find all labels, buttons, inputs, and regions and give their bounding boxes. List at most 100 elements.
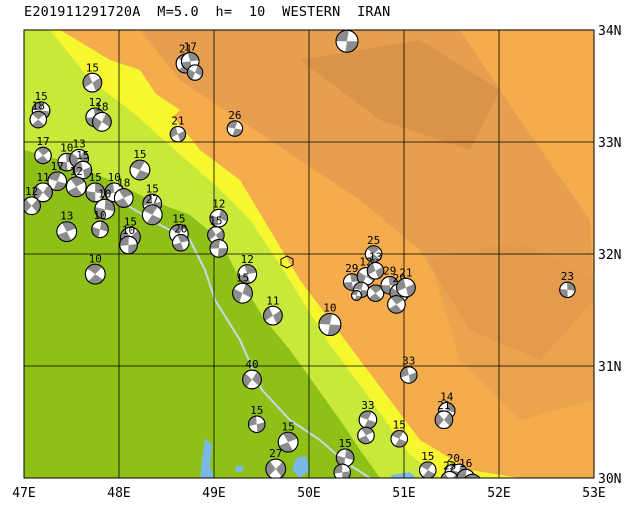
depth-label: 20 [447,452,460,465]
focal-mechanism-beachball [387,295,406,314]
depth-label: 15 [250,404,263,417]
focal-mechanism-beachball: 33 [358,399,378,430]
focal-mechanism-beachball: 11 [263,294,283,326]
depth-label: 21 [171,114,184,127]
lat-tick-label: 33N [598,136,621,151]
focal-mechanism-beachball: 27 [141,193,163,226]
focal-mechanism-beachball: 12 [209,197,229,228]
focal-mechanism-beachball: 10 [318,302,342,337]
depth-label: 10 [60,141,73,154]
focal-mechanism-beachball: 15 [82,61,103,93]
focal-mechanism-beachball [366,284,385,302]
depth-label: 23 [561,270,574,283]
focal-mechanism-beachball [351,289,362,301]
depth-label: 15 [133,148,146,161]
focal-mechanism-beachball: 15 [232,271,253,304]
depth-label: 12 [70,165,83,178]
focal-mechanism-beachball: 15 [73,149,93,180]
depth-label: 15 [172,212,185,225]
focal-mechanism-beachball [209,239,229,258]
depth-label: 10 [122,224,135,237]
depth-label: 16 [459,457,472,470]
depth-label: 13 [72,137,85,150]
marsh-water [200,438,214,478]
focal-mechanism-beachball: 15 [390,419,408,448]
lon-tick-label: 51E [392,486,415,501]
depth-label: 25 [367,234,380,247]
coast-water [390,472,416,478]
depth-label: 29 [383,265,396,278]
focal-mechanism-beachball: 25 [364,234,383,263]
lat-tick-label: 31N [598,360,621,375]
lat-tick-label: 34N [598,24,621,39]
mountain-ridge-high [300,40,500,150]
focal-mechanism-beachball: 23 [440,459,459,478]
lat-lon-grid [24,30,594,478]
depth-label: 12 [241,253,254,266]
focal-mechanism-beachball: 27 [265,447,287,478]
focal-mechanism-beachball: 40 [242,358,262,390]
axis-labels: 47E 48E 49E 50E 51E 52E 53E 34N 33N 32N 31N 30N [12,24,621,501]
depth-label: 27 [269,447,282,460]
focal-mechanism-beachball: 21 [396,266,416,298]
focal-mechanism-beachball: 12 [237,253,258,285]
focal-mechanism-beachball: 17 [47,160,68,192]
focal-mechanism-beachball [464,473,481,478]
depth-label: 18 [95,100,108,113]
depth-label: 15 [338,437,351,450]
lon-tick-label: 48E [107,486,130,501]
focal-mechanism-beachball: 12 [24,185,41,216]
depth-label: 33 [402,355,415,368]
depth-label: 33 [361,399,374,412]
depth-label: 12 [25,185,38,198]
focal-mechanism-beachball: 13 [56,210,78,243]
depth-label: 15 [236,271,249,284]
depth-label: 18 [32,99,45,112]
depth-label: 21 [399,266,412,279]
depth-label: 10 [108,171,121,184]
depth-label: 15 [421,450,434,463]
focal-mechanism-beachball: 18 [113,177,134,208]
focal-mechanism-beachball: 12 [65,165,87,198]
pond-water [235,466,244,472]
focal-mechanism-beachball: 15 [129,148,151,181]
lat-tick-label: 32N [598,248,621,263]
depth-label: 20 [174,223,187,236]
depth-label: 10 [89,252,102,265]
focal-mechanism-beachball [333,463,351,478]
focal-mechanism-beachball: 16 [456,457,476,478]
focal-mechanism-beachball: 10 [91,209,109,239]
focal-mechanism-beachball: 10 [94,187,116,220]
focal-mechanism-beachball: 15 [335,437,355,468]
focal-mechanism-beachball: 18 [29,99,47,129]
depth-label: 12 [89,96,102,109]
focal-mechanism-beachball: 26 [226,109,244,137]
focal-mechanism-beachball: 15 [277,420,299,453]
depth-label: 15 [86,61,99,74]
lat-tick-label: 30N [598,472,621,487]
focal-mechanism-beachball: 11 [33,171,53,203]
mountain-ridge [140,30,594,360]
depth-label: 23 [443,459,456,472]
focal-mechanism-beachball: 23 [559,270,576,299]
focal-mechanism-beachball: 33 [400,355,418,384]
focal-mechanism-beachball: 18 [92,100,112,132]
depth-label: 29 [345,262,358,275]
lon-tick-label: 47E [12,486,35,501]
depth-label: 15 [124,215,137,228]
depth-label: 17 [184,41,197,54]
depth-label: 15 [34,90,47,103]
lon-tick-label: 49E [202,486,225,501]
depth-label: 12 [212,197,225,210]
depth-label: 14 [440,391,454,404]
focal-mechanism-beachball: 17 [34,135,52,165]
depth-label: 26 [228,109,241,122]
depth-label: 15 [89,171,102,184]
focal-mechanism-beachball: 15 [85,171,106,203]
lon-tick-label: 50E [297,486,320,501]
depth-label: 21 [179,42,192,55]
focal-mechanism-beachball: 15 [248,404,266,433]
gulf-water [292,456,310,478]
